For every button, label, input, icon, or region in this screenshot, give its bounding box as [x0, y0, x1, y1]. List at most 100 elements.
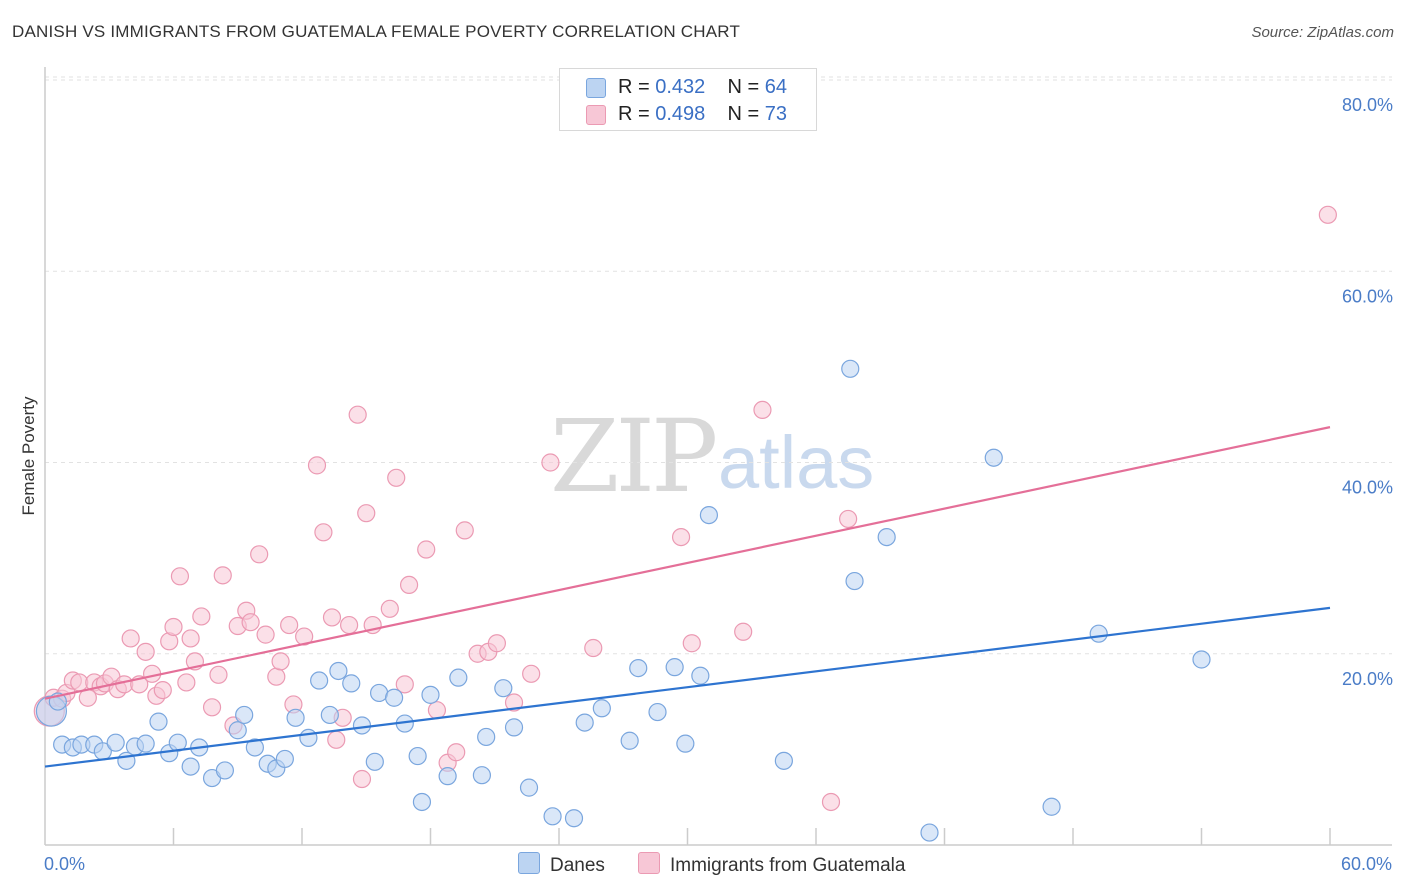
danes-point: [310, 671, 329, 690]
danes-point: [543, 807, 562, 826]
guatemala-point: [307, 456, 327, 475]
danes-point: [235, 705, 254, 725]
danes-point: [472, 766, 491, 785]
guatemala-point: [584, 638, 603, 658]
danes-point: [519, 778, 539, 797]
x-tick-label-max: 60.0%: [1341, 854, 1392, 874]
watermark-zip: ZIP: [550, 398, 718, 515]
guatemala-point: [181, 629, 200, 648]
guatemala-point: [348, 405, 367, 424]
guatemala-point: [340, 615, 359, 635]
guatemala-point: [455, 521, 474, 540]
danes-point: [329, 661, 348, 681]
y-tick-label-60: 60.0%: [1342, 286, 1393, 306]
guatemala-point: [271, 652, 290, 671]
danes-point: [275, 749, 294, 769]
danes-point: [286, 708, 305, 727]
danes-point: [648, 702, 667, 722]
danes-swatch: [586, 78, 606, 98]
guatemala-point: [267, 667, 286, 686]
guatemala-point: [357, 504, 376, 523]
guatemala-point: [399, 575, 419, 595]
guatemala-point: [256, 625, 275, 644]
guatemala-point: [280, 615, 299, 635]
danes-point: [421, 685, 440, 704]
danes-point: [449, 668, 468, 687]
guatemala-n-value: 73: [764, 103, 788, 125]
bottom-danes-swatch: [518, 852, 540, 874]
danes-point: [691, 666, 710, 685]
danes-r-label: R =: [618, 76, 650, 98]
danes-point: [629, 658, 648, 678]
bottom-guatemala-label: Immigrants from Guatemala: [670, 855, 906, 876]
guatemala-point: [121, 629, 140, 648]
guatemala-point: [170, 567, 190, 586]
guatemala-point: [241, 613, 260, 632]
guatemala-point: [734, 622, 753, 641]
danes-n-label: N =: [727, 76, 760, 98]
danes-point: [845, 571, 864, 591]
guatemala-point: [153, 680, 172, 700]
correlation-legend: R = 0.432 N = 64 R = 0.498 N = 73: [559, 68, 817, 131]
grid-lines: [45, 76, 1392, 655]
guatemala-point: [682, 634, 701, 653]
danes-point: [504, 718, 524, 737]
danes-point: [149, 712, 168, 731]
guatemala-point: [387, 468, 406, 487]
danes-point: [984, 448, 1003, 467]
danes-point: [1042, 797, 1061, 816]
danes-point: [299, 728, 318, 748]
danes-n-value: 64: [764, 76, 788, 98]
bottom-danes-label: Danes: [550, 855, 605, 876]
guatemala-swatch: [586, 105, 606, 125]
guatemala-point: [327, 730, 346, 749]
guatemala-point: [753, 400, 772, 420]
guatemala-point: [314, 523, 333, 542]
danes-point: [665, 658, 684, 677]
y-tick-label-20: 20.0%: [1342, 669, 1393, 689]
guatemala-point: [447, 743, 466, 762]
y-tick-label-80: 80.0%: [1342, 95, 1393, 115]
danes-point: [699, 505, 719, 525]
danes-point: [1192, 650, 1211, 669]
bottom-legend-danes: Danes: [518, 852, 605, 877]
guatemala-point: [380, 599, 399, 618]
danes-trend-line: [44, 606, 1331, 768]
guatemala-point: [839, 509, 858, 529]
guatemala-point: [541, 453, 560, 472]
danes-point: [342, 674, 361, 693]
danes-point: [365, 752, 384, 771]
danes-point: [384, 688, 404, 707]
x-tick-label-min: 0.0%: [44, 854, 85, 874]
guatemala-point: [177, 673, 196, 692]
danes-point: [320, 705, 339, 725]
guatemala-n-label: N =: [727, 103, 760, 125]
guatemala-trend-line: [44, 426, 1331, 700]
danes-point: [494, 679, 513, 698]
guatemala-point: [209, 665, 228, 684]
danes-point: [920, 823, 939, 842]
danes-point: [477, 727, 496, 747]
danes-point: [136, 734, 155, 753]
guatemala-point: [352, 769, 372, 789]
axis-labels: 20.0% 40.0% 60.0% 80.0% 0.0% 60.0% Female Pove…: [19, 95, 1393, 874]
danes-point: [181, 757, 200, 776]
danes-point: [592, 699, 611, 718]
danes-point: [412, 792, 432, 812]
guatemala-point: [1318, 205, 1337, 224]
danes-point: [564, 809, 584, 828]
danes-point: [228, 721, 247, 740]
bottom-guatemala-swatch: [638, 852, 660, 874]
guatemala-point: [821, 792, 841, 812]
danes-point: [438, 767, 457, 786]
trend-lines: [44, 426, 1331, 768]
bottom-legend-guatemala: Immigrants from Guatemala: [638, 852, 905, 877]
guatemala-point: [164, 617, 183, 637]
guatemala-r-label: R =: [618, 103, 650, 125]
danes-point: [1089, 624, 1108, 643]
guatemala-point: [202, 698, 222, 717]
danes-r-value: 0.432: [655, 76, 706, 98]
danes-point: [841, 359, 860, 378]
danes-point: [575, 713, 594, 732]
